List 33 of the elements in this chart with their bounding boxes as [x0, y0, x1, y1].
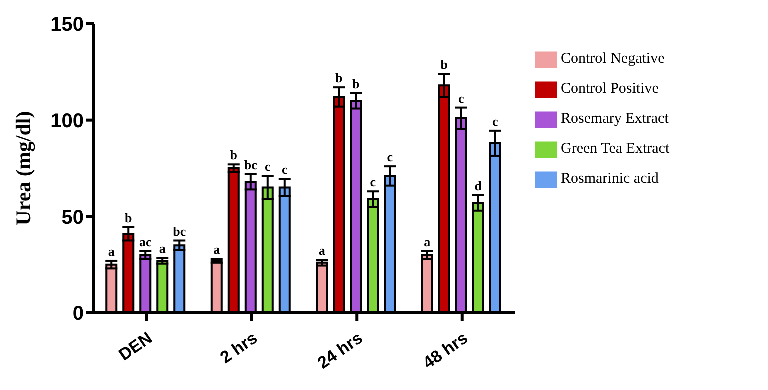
data-label: ac: [139, 234, 152, 250]
data-label: c: [387, 150, 394, 165]
data-label: a: [214, 242, 221, 258]
y-tick-label: 0: [72, 303, 84, 326]
data-label: bc: [244, 157, 258, 172]
legend-label: Control Negative: [561, 51, 665, 67]
data-label: b: [352, 76, 360, 92]
data-label: b: [230, 148, 238, 163]
x-tick-label: 24 hrs: [314, 328, 366, 373]
legend-label: Rosemary Extract: [561, 111, 669, 127]
data-label: a: [159, 241, 166, 256]
data-label: c: [282, 162, 288, 178]
y-axis-title: Urea (mg/dl): [11, 111, 36, 226]
y-tick-label: 100: [50, 110, 84, 132]
x-tick-label: 48 hrs: [420, 328, 472, 373]
data-label: a: [424, 234, 432, 250]
data-label: b: [336, 70, 343, 86]
legend-label: Control Positive: [561, 81, 659, 97]
data-label: a: [108, 244, 116, 259]
legend-label: Green Tea Extract: [561, 141, 670, 157]
data-label: d: [474, 178, 483, 194]
data-label: c: [492, 114, 498, 129]
x-tick-label: 2 hrs: [216, 328, 262, 368]
y-tick-label: 150: [50, 14, 84, 36]
y-tick-label: 50: [62, 206, 84, 229]
legend-label: Rosmarinic acid: [561, 171, 659, 187]
data-label: c: [264, 159, 271, 174]
data-label: c: [370, 174, 376, 190]
data-label: c: [458, 90, 464, 106]
data-label: a: [318, 243, 326, 258]
data-label: b: [125, 210, 132, 226]
data-label: b: [440, 57, 448, 72]
data-label: bc: [173, 224, 186, 239]
